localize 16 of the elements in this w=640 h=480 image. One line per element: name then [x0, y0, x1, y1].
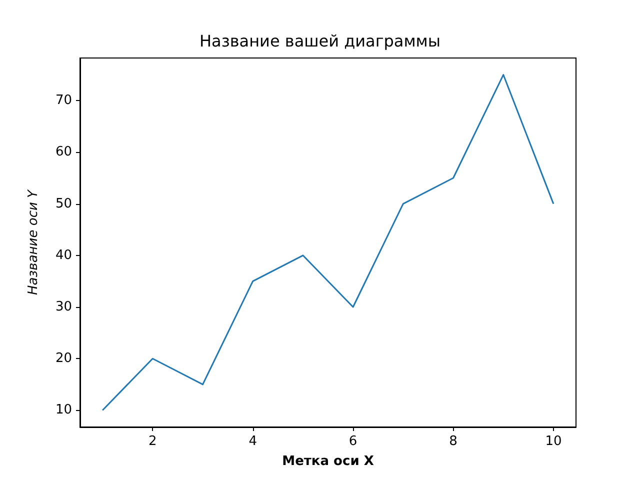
x-tick-label: 10 [545, 434, 562, 449]
y-tick-label: 20 [55, 351, 72, 366]
x-tick-label: 4 [248, 434, 257, 449]
y-tick-label: 60 [55, 144, 72, 160]
x-tick-label: 2 [148, 434, 157, 449]
line-series [102, 74, 554, 411]
chart-title: Название вашей диаграммы [200, 32, 440, 50]
y-tick-label: 30 [55, 300, 72, 315]
y-tick-label: 50 [55, 196, 72, 212]
y-tick-label: 10 [55, 402, 72, 418]
y-tick-label: 40 [55, 248, 72, 263]
y-tick-label: 70 [55, 93, 72, 108]
x-axis-title: Метка оси X [282, 454, 374, 469]
y-axis-title: Название оси Y [26, 188, 41, 295]
x-tick-label: 6 [348, 434, 358, 449]
x-tick-label: 8 [449, 434, 458, 449]
